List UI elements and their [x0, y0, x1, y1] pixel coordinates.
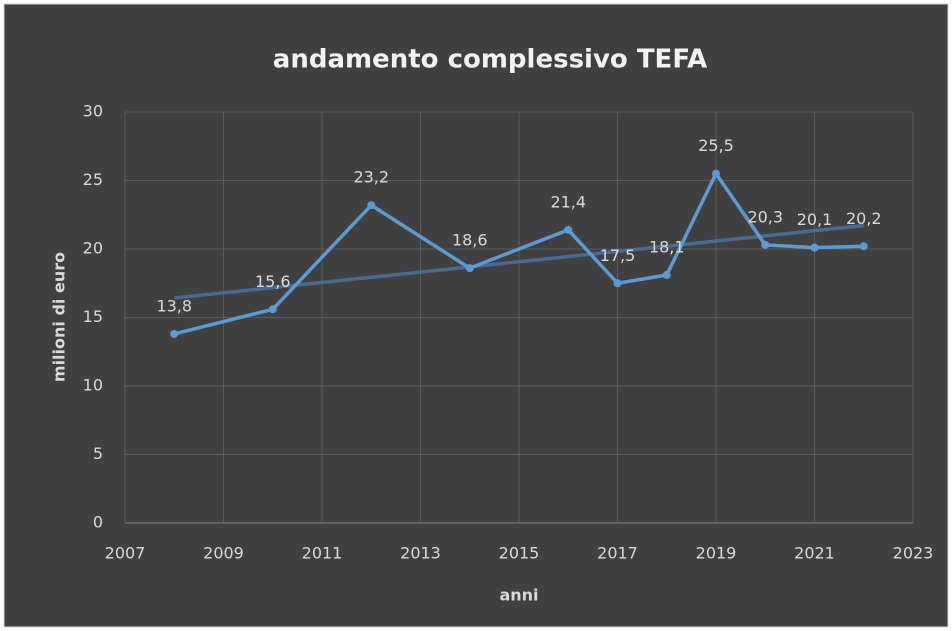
chart-title: andamento complessivo TEFA	[273, 45, 707, 75]
y-tick-label: 30	[83, 102, 103, 121]
data-point	[367, 201, 376, 210]
data-point	[662, 271, 671, 280]
y-tick-label: 0	[93, 513, 103, 532]
data-point	[465, 264, 474, 273]
data-label: 18,1	[649, 238, 685, 257]
y-tick-label: 20	[83, 239, 103, 258]
data-label: 18,6	[452, 231, 488, 250]
x-tick-label: 2017	[597, 544, 638, 563]
x-tick-label: 2015	[499, 544, 540, 563]
data-point	[613, 279, 622, 288]
x-tick-label: 2023	[893, 544, 934, 563]
data-label: 20,1	[797, 210, 833, 229]
data-point	[810, 243, 819, 252]
chart-background	[3, 3, 949, 628]
x-tick-label: 2011	[302, 544, 343, 563]
x-tick-label: 2021	[794, 544, 835, 563]
data-point	[268, 305, 277, 314]
x-axis-label: anni	[499, 586, 538, 605]
y-tick-label: 10	[83, 376, 103, 395]
trendline	[174, 223, 864, 300]
y-tick-label: 5	[93, 444, 103, 463]
data-label: 13,8	[156, 296, 192, 315]
data-label: 23,2	[353, 168, 389, 187]
x-tick-label: 2019	[696, 544, 737, 563]
data-point	[859, 242, 868, 251]
data-label: 15,6	[255, 272, 291, 291]
data-label: 20,2	[846, 209, 882, 228]
data-point	[712, 169, 720, 178]
data-label: 25,5	[698, 136, 734, 155]
data-point	[761, 240, 770, 249]
x-tick-label: 2013	[400, 544, 441, 563]
data-label: 17,5	[600, 246, 636, 265]
y-tick-label: 25	[83, 170, 103, 189]
x-tick-label: 2007	[105, 544, 146, 563]
y-axis-label: milioni di euro	[50, 252, 69, 382]
y-tick-label: 15	[83, 307, 103, 326]
x-tick-label: 2009	[203, 544, 244, 563]
data-label: 21,4	[550, 192, 586, 211]
data-point	[170, 329, 179, 338]
data-label: 20,3	[747, 207, 783, 226]
data-point	[564, 225, 573, 234]
